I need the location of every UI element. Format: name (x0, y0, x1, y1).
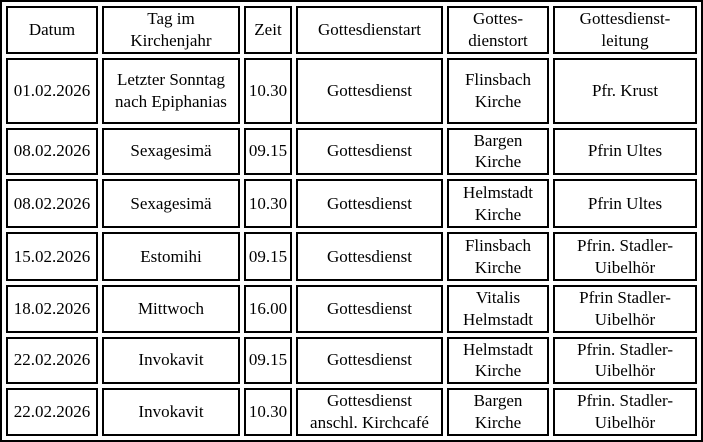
cell-gottesdienstleitung: Pfrin. Stadler- Uibelhör (553, 336, 697, 384)
cell-datum: 01.02.2026 (6, 57, 98, 124)
cell-gottesdienstart: Gottesdienst (296, 57, 443, 124)
cell-tag-im-kirchenjahr: Mittwoch (102, 285, 240, 333)
table-row: 15.02.2026 Estomihi 09.15 Gottesdienst F… (6, 232, 697, 281)
cell-datum: 08.02.2026 (6, 127, 98, 175)
column-header-tag-im-kirchenjahr: Tag im Kirchenjahr (102, 6, 240, 54)
cell-tag-im-kirchenjahr: Estomihi (102, 232, 240, 281)
cell-gottesdienstart: Gottesdienst anschl. Kirchcafé (296, 388, 443, 436)
cell-zeit: 10.30 (244, 179, 292, 228)
cell-tag-im-kirchenjahr: Letzter Sonntag nach Epiphanias (102, 57, 240, 124)
cell-gottesdienstort: Flinsbach Kirche (447, 232, 549, 281)
table-row: 08.02.2026 Sexagesimä 09.15 Gottesdienst… (6, 127, 697, 175)
cell-datum: 22.02.2026 (6, 336, 98, 384)
column-header-zeit: Zeit (244, 6, 292, 54)
cell-gottesdienstart: Gottesdienst (296, 285, 443, 333)
cell-tag-im-kirchenjahr: Sexagesimä (102, 179, 240, 228)
cell-gottesdienstleitung: Pfrin. Stadler- Uibelhör (553, 388, 697, 436)
cell-zeit: 09.15 (244, 127, 292, 175)
column-header-datum: Datum (6, 6, 98, 54)
cell-gottesdienstleitung: Pfrin Ultes (553, 127, 697, 175)
cell-zeit: 16.00 (244, 285, 292, 333)
cell-datum: 15.02.2026 (6, 232, 98, 281)
cell-gottesdienstart: Gottesdienst (296, 232, 443, 281)
cell-gottesdienstart: Gottesdienst (296, 179, 443, 228)
cell-gottesdienstort: Flinsbach Kirche (447, 57, 549, 124)
cell-zeit: 10.30 (244, 57, 292, 124)
cell-zeit: 09.15 (244, 232, 292, 281)
cell-gottesdienstleitung: Pfrin Ultes (553, 179, 697, 228)
cell-gottesdienstort: Vitalis Helmstadt (447, 285, 549, 333)
table-row: 18.02.2026 Mittwoch 16.00 Gottesdienst V… (6, 285, 697, 333)
cell-gottesdienstort: Bargen Kirche (447, 127, 549, 175)
column-header-gottesdienstart: Gottesdienstart (296, 6, 443, 54)
cell-gottesdienstort: Helmstadt Kirche (447, 336, 549, 384)
cell-gottesdienstart: Gottesdienst (296, 336, 443, 384)
cell-datum: 08.02.2026 (6, 179, 98, 228)
cell-tag-im-kirchenjahr: Sexagesimä (102, 127, 240, 175)
cell-gottesdienstleitung: Pfrin Stadler- Uibelhör (553, 285, 697, 333)
cell-gottesdienstleitung: Pfr. Krust (553, 57, 697, 124)
column-header-gottesdienstort: Gottes- dienstort (447, 6, 549, 54)
table-row: 08.02.2026 Sexagesimä 10.30 Gottesdienst… (6, 179, 697, 228)
cell-datum: 22.02.2026 (6, 388, 98, 436)
header-row: Datum Tag im Kirchenjahr Zeit Gottesdien… (6, 6, 697, 54)
table-row: 22.02.2026 Invokavit 10.30 Gottesdienst … (6, 388, 697, 436)
cell-gottesdienstort: Bargen Kirche (447, 388, 549, 436)
cell-gottesdienstleitung: Pfrin. Stadler- Uibelhör (553, 232, 697, 281)
table-row: 01.02.2026 Letzter Sonntag nach Epiphani… (6, 57, 697, 124)
column-header-gottesdienstleitung: Gottesdienst- leitung (553, 6, 697, 54)
cell-gottesdienstort: Helmstadt Kirche (447, 179, 549, 228)
cell-tag-im-kirchenjahr: Invokavit (102, 388, 240, 436)
cell-tag-im-kirchenjahr: Invokavit (102, 336, 240, 384)
cell-gottesdienstart: Gottesdienst (296, 127, 443, 175)
cell-zeit: 09.15 (244, 336, 292, 384)
table-row: 22.02.2026 Invokavit 09.15 Gottesdienst … (6, 336, 697, 384)
cell-zeit: 10.30 (244, 388, 292, 436)
cell-datum: 18.02.2026 (6, 285, 98, 333)
